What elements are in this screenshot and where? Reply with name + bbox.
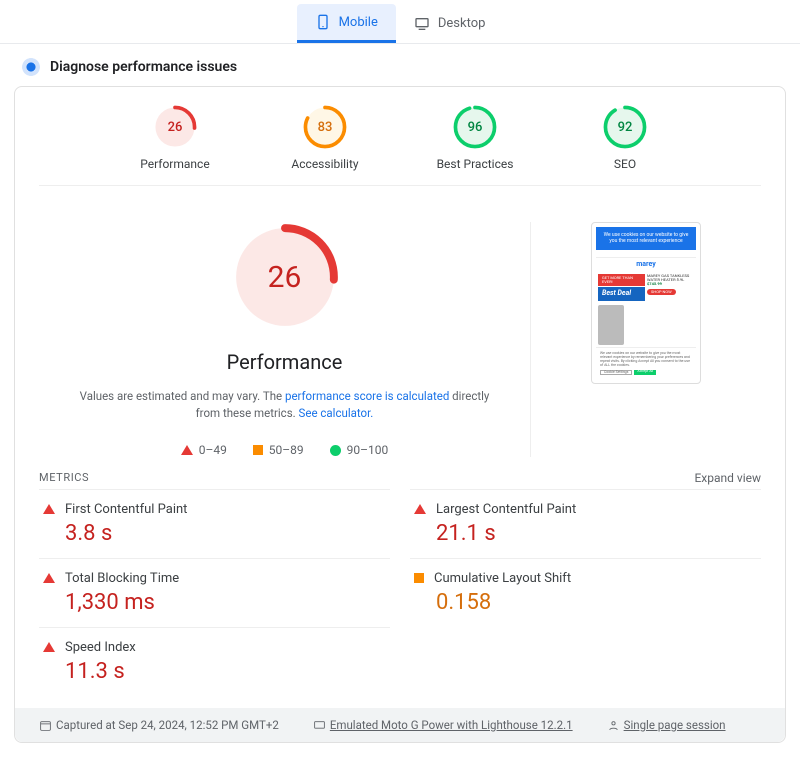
metrics-header: METRICS Expand view [39, 471, 761, 485]
captured-info: Captured at Sep 24, 2024, 12:52 PM GMT+2 [39, 718, 279, 732]
performance-note: Values are estimated and may vary. The p… [69, 388, 500, 423]
gauge-seo[interactable]: 92SEO [577, 105, 673, 171]
detail-section: 26 Performance Values are estimated and … [39, 186, 761, 471]
metric-speed-index[interactable]: Speed Index11.3 s [39, 627, 390, 696]
tab-desktop[interactable]: Desktop [396, 4, 504, 43]
performance-ring: 26 [230, 222, 340, 332]
diagnose-title: Diagnose performance issues [50, 59, 237, 75]
calc-link[interactable]: performance score is calculated [285, 389, 449, 403]
session-info: Single page session [607, 718, 726, 732]
average-icon [253, 445, 263, 455]
emulated-info: Emulated Moto G Power with Lighthouse 12… [313, 718, 573, 732]
metric-total-blocking-time[interactable]: Total Blocking Time1,330 ms [39, 558, 390, 627]
performance-value: 26 [230, 222, 340, 332]
report-footer: Captured at Sep 24, 2024, 12:52 PM GMT+2… [15, 708, 785, 742]
metric-first-contentful-paint[interactable]: First Contentful Paint3.8 s [39, 489, 390, 558]
report-card: 26Performance83Accessibility96Best Pract… [14, 86, 786, 743]
tab-mobile[interactable]: Mobile [297, 4, 396, 43]
page-screenshot: We use cookies on our website to give yo… [591, 222, 701, 384]
score-legend: 0–49 50–89 90–100 [69, 443, 500, 457]
metric-cumulative-layout-shift[interactable]: Cumulative Layout Shift0.158 [410, 558, 761, 627]
gauge-performance[interactable]: 26Performance [127, 105, 223, 171]
score-gauges: 26Performance 83Accessibility 96Best Pract… [39, 105, 761, 186]
expand-view-link[interactable]: Expand view [694, 471, 761, 485]
calendar-icon [39, 719, 52, 732]
gauge-best-practices[interactable]: 96Best Practices [427, 105, 523, 171]
screenshot-panel: We use cookies on our website to give yo… [531, 222, 761, 457]
device-tabs: Mobile Desktop [0, 0, 800, 44]
diagnose-icon [22, 58, 40, 76]
diagnose-header: Diagnose performance issues [0, 44, 800, 86]
session-icon [607, 719, 620, 732]
tab-mobile-label: Mobile [339, 15, 378, 30]
desktop-icon [414, 16, 430, 32]
pass-icon [330, 445, 341, 456]
tab-desktop-label: Desktop [438, 16, 486, 31]
performance-title: Performance [69, 350, 500, 374]
metric-largest-contentful-paint[interactable]: Largest Contentful Paint21.1 s [410, 489, 761, 558]
calculator-link[interactable]: See calculator. [299, 406, 374, 420]
metrics-label: METRICS [39, 471, 89, 484]
performance-panel: 26 Performance Values are estimated and … [39, 222, 531, 457]
fail-icon [181, 445, 193, 455]
gauge-accessibility[interactable]: 83Accessibility [277, 105, 373, 171]
mobile-icon [315, 14, 331, 30]
metrics-grid: First Contentful Paint3.8 sTotal Blockin… [39, 489, 761, 696]
device-icon [313, 719, 326, 732]
